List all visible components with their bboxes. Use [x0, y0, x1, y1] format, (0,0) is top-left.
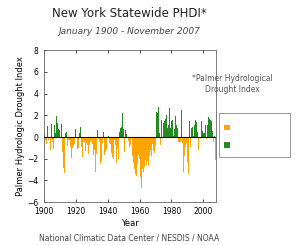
- Text: Wet Spell: Wet Spell: [232, 141, 268, 150]
- Text: *Palmer Hydrological
Drought Index: *Palmer Hydrological Drought Index: [192, 74, 273, 94]
- Text: National Climatic Data Center / NESDIS / NOAA: National Climatic Data Center / NESDIS /…: [39, 233, 219, 243]
- Text: January 1900 - November 2007: January 1900 - November 2007: [59, 27, 201, 36]
- Y-axis label: Palmer Hydrologic Drought Index: Palmer Hydrologic Drought Index: [16, 56, 25, 196]
- Text: New York Statewide PHDI*: New York Statewide PHDI*: [52, 7, 207, 20]
- Text: Dry Spell: Dry Spell: [232, 123, 267, 132]
- X-axis label: Year: Year: [121, 219, 139, 228]
